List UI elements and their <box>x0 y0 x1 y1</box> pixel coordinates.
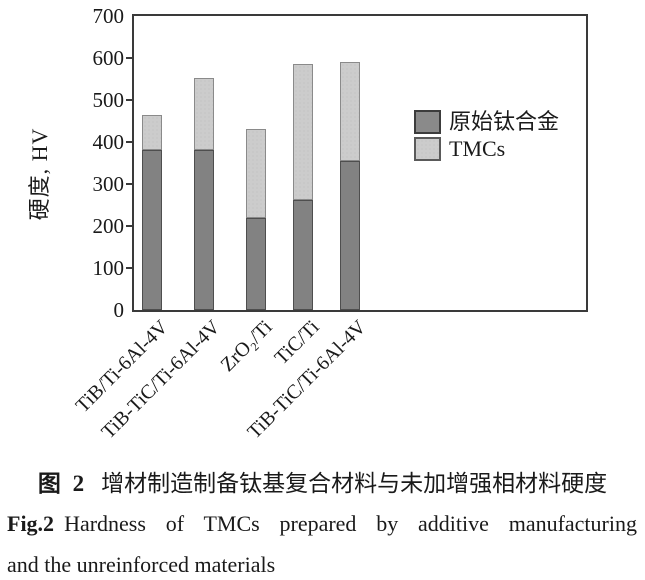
bar-segment-tmc <box>246 128 266 218</box>
y-tick-label: 400 <box>92 130 125 154</box>
legend-label-tmcs: TMCs <box>449 136 506 161</box>
caption-en-line1: Fig.2 Hardness of TMCs prepared by additi… <box>7 503 637 544</box>
bar-segment-base-alloy <box>194 150 214 310</box>
legend-swatch-base-alloy <box>414 110 441 134</box>
y-tick-label: 200 <box>92 214 125 238</box>
legend-item-tmc: TMCs <box>414 137 559 161</box>
bar-segment-base-alloy <box>340 160 360 310</box>
y-tick-label: 100 <box>92 256 125 280</box>
y-tick-label: 700 <box>92 4 125 28</box>
y-tick-label: 0 <box>113 298 125 322</box>
bar-segment-base-alloy <box>293 199 313 310</box>
y-tick-mark <box>126 99 132 101</box>
caption-en-line2: and the unreinforced materials <box>7 544 637 580</box>
bar-segment-tmc <box>293 63 313 200</box>
y-tick-mark <box>126 225 132 227</box>
y-axis-title: 硬度, HV <box>27 127 52 221</box>
legend-swatch-tmcs <box>414 137 441 161</box>
y-tick-label: 500 <box>92 88 125 112</box>
y-tick-mark <box>126 267 132 269</box>
y-tick-mark <box>126 57 132 59</box>
bar-segment-base-alloy <box>246 217 266 310</box>
bar-segment-tmc <box>340 62 360 161</box>
caption-chinese: 图 2 增材制造制备钛基复合材料与未加增强相材料硬度 <box>0 464 645 498</box>
chart-legend: 原始钛合金 TMCs <box>414 110 559 161</box>
caption-en-number: Fig.2 <box>7 511 55 536</box>
x-tick-label: ZrO₂/Ti <box>216 316 277 377</box>
y-tick-mark <box>126 183 132 185</box>
y-tick-label: 300 <box>92 172 125 196</box>
bar-segment-base-alloy <box>142 150 162 310</box>
y-tick-mark <box>126 141 132 143</box>
bar-segment-tmc <box>142 114 162 151</box>
caption-en-text1: Hardness of TMCs prepared by additive ma… <box>64 511 637 536</box>
caption-en-text2: and the unreinforced materials <box>7 552 276 577</box>
legend-item-base: 原始钛合金 <box>414 110 559 134</box>
y-tick-label: 600 <box>92 46 125 70</box>
legend-label-base-alloy: 原始钛合金 <box>449 109 560 134</box>
caption-zh-number: 图 2 <box>37 471 88 496</box>
caption-zh-text: 增材制造制备钛基复合材料与未加增强相材料硬度 <box>101 471 608 496</box>
bar-segment-tmc <box>194 77 214 151</box>
caption-english: Fig.2 Hardness of TMCs prepared by additi… <box>7 503 637 580</box>
